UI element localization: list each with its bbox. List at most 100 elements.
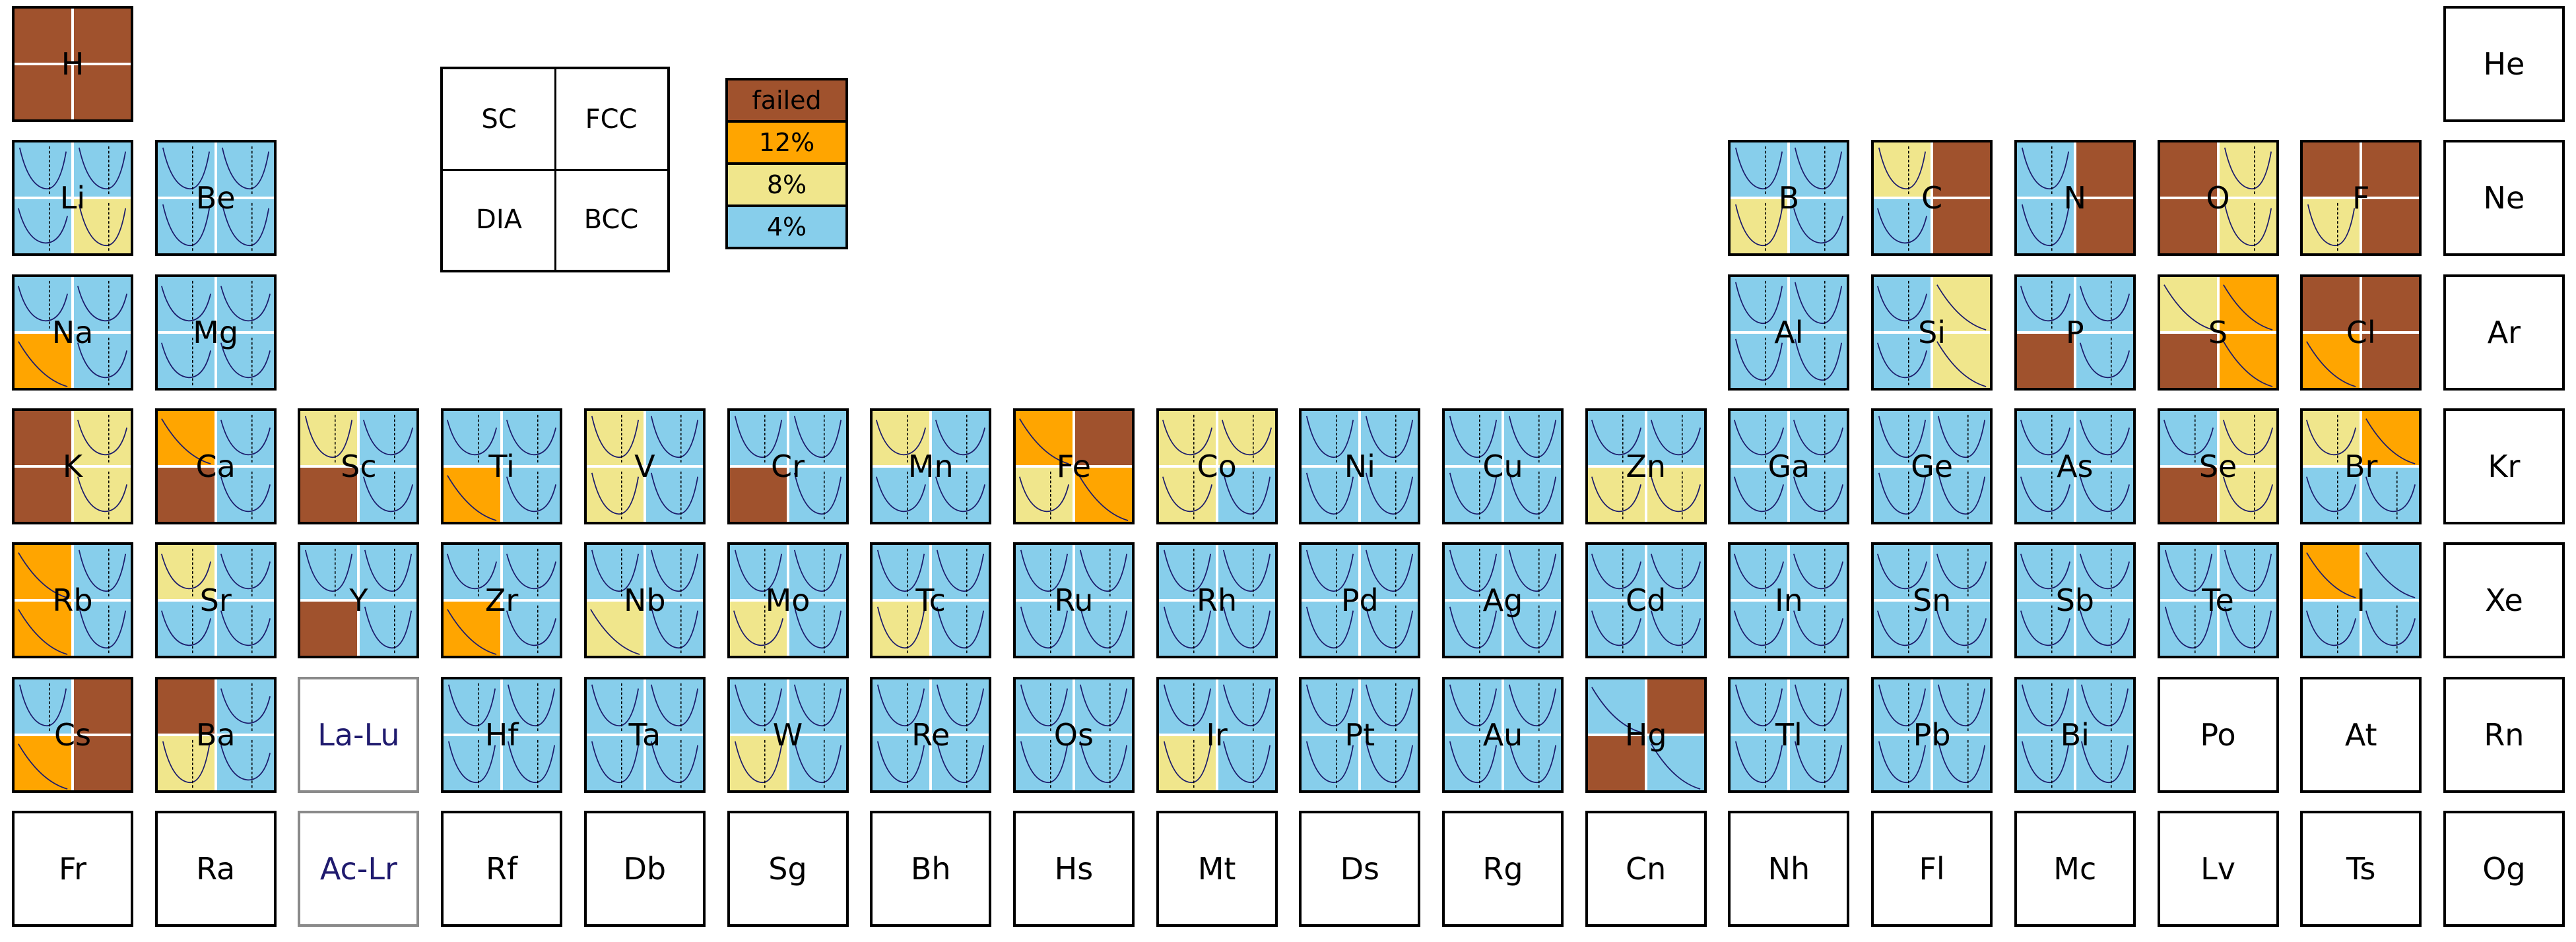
energy-curve-plot: [2306, 414, 2357, 462]
structure-quadrant: [157, 410, 216, 466]
structure-quadrant: [1874, 734, 1932, 790]
energy-curve: [1079, 550, 1127, 592]
energy-curve-plot: [1306, 683, 1354, 731]
energy-curve-plot: [1938, 471, 1986, 519]
element-cell-zr: Zr: [441, 542, 563, 659]
structure-quadrant: [2074, 734, 2133, 790]
energy-curve-plot: [2021, 146, 2069, 195]
energy-curve-plot: [1306, 471, 1354, 519]
element-cell-o: O: [2157, 140, 2279, 257]
energy-curve-plot: [1793, 606, 1844, 654]
element-cell-sn: Sn: [1871, 542, 1993, 659]
energy-curve: [2164, 606, 2212, 649]
structure-quadrant: [1073, 466, 1132, 522]
element-cell-sc: Sc: [298, 408, 420, 524]
element-cell-fr: Fr: [12, 810, 133, 927]
structure-quadrant: [1445, 679, 1503, 735]
energy-curve: [2365, 552, 2416, 599]
energy-curve-plot: [1793, 414, 1844, 462]
structure-quadrant: [1015, 545, 1074, 601]
energy-curve: [1938, 741, 1986, 783]
energy-curve: [793, 684, 842, 726]
element-symbol: Cn: [1626, 850, 1667, 887]
energy-curve-plot: [1020, 683, 1068, 731]
energy-curve-plot: [1936, 284, 1987, 330]
energy-curve: [447, 475, 497, 521]
energy-curve: [1163, 606, 1211, 649]
energy-curve-plot: [2224, 203, 2272, 251]
structure-quadrant: [1503, 545, 1561, 601]
energy-curve-plot: [220, 280, 271, 329]
energy-curve-plot: [2079, 337, 2130, 385]
structure-quadrant: [1360, 410, 1418, 466]
energy-curve-plot: [2224, 549, 2272, 597]
energy-curve-plot: [1508, 471, 1557, 519]
energy-curve: [77, 420, 127, 456]
structure-quadrant: [157, 466, 216, 522]
legend-8-percent: 8%: [725, 162, 848, 207]
element-cell-br: Br: [2300, 408, 2422, 524]
energy-curve: [1020, 550, 1068, 592]
structure-quadrant: [2160, 332, 2218, 388]
legend-4-percent: 4%: [725, 204, 848, 249]
energy-curve-plot: [1079, 739, 1127, 788]
element-cell-pd: Pd: [1299, 542, 1421, 659]
energy-curve: [1306, 741, 1354, 783]
structure-quadrant: [73, 466, 131, 522]
energy-curve: [1795, 338, 1843, 381]
energy-curve: [793, 416, 842, 458]
energy-curve-plot: [160, 549, 211, 597]
element-cell-zn: Zn: [1585, 408, 1707, 524]
element-cell-xe: Xe: [2443, 542, 2565, 659]
energy-curve: [2163, 420, 2214, 456]
energy-curve-plot: [877, 683, 925, 731]
energy-curve-plot: [220, 606, 271, 654]
energy-curve: [1878, 741, 1927, 783]
energy-curve: [1877, 553, 1928, 590]
energy-curve-plot: [1933, 142, 1990, 197]
element-cell-ag: Ag: [1442, 542, 1564, 659]
element-cell-tc: Tc: [870, 542, 992, 659]
structure-quadrant: [157, 600, 216, 656]
element-symbol: He: [2483, 46, 2525, 82]
energy-curve: [1650, 476, 1701, 513]
structure-quadrant: [1073, 600, 1132, 656]
structure-quadrant: [2016, 276, 2075, 332]
structure-quadrant: [586, 545, 645, 601]
energy-curve-plot: [1018, 471, 1069, 519]
structure-quadrant: [2160, 466, 2218, 522]
energy-curve: [363, 420, 414, 456]
element-cell-cd: Cd: [1585, 542, 1707, 659]
energy-curve: [591, 741, 639, 783]
energy-curve-plot: [2303, 142, 2360, 197]
structure-quadrant: [2160, 142, 2218, 199]
element-cell-ra: Ra: [154, 810, 277, 927]
energy-curve: [2306, 476, 2357, 513]
energy-curve-plot: [2362, 142, 2419, 197]
structure-quadrant: [1503, 679, 1561, 735]
energy-curve: [1366, 472, 1414, 515]
energy-curve-plot: [1650, 743, 1701, 790]
energy-curve-plot: [1222, 606, 1271, 654]
element-cell-ga: Ga: [1728, 408, 1850, 524]
energy-curve-plot: [2365, 471, 2416, 519]
energy-curve: [2163, 284, 2213, 330]
structure-quadrant: [1587, 466, 1646, 522]
energy-curve-plot: [650, 683, 698, 731]
energy-curve: [733, 610, 783, 646]
energy-curve-plot: [2306, 606, 2357, 654]
structure-quadrant: [1015, 466, 1074, 522]
structure-quadrant: [2218, 332, 2276, 388]
energy-curve-plot: [160, 606, 211, 654]
energy-curve-plot: [2222, 340, 2272, 387]
structure-quadrant: [873, 410, 931, 466]
energy-curve-plot: [937, 683, 985, 731]
structure-quadrant: [1360, 734, 1418, 790]
energy-curve: [1366, 741, 1414, 783]
energy-curve-plot: [1366, 549, 1414, 597]
energy-curve: [734, 684, 782, 726]
element-symbol: Mt: [1197, 850, 1236, 887]
structure-quadrant: [502, 410, 560, 466]
energy-curve-plot: [18, 552, 68, 599]
element-symbol: Ac-Lr: [319, 850, 397, 887]
